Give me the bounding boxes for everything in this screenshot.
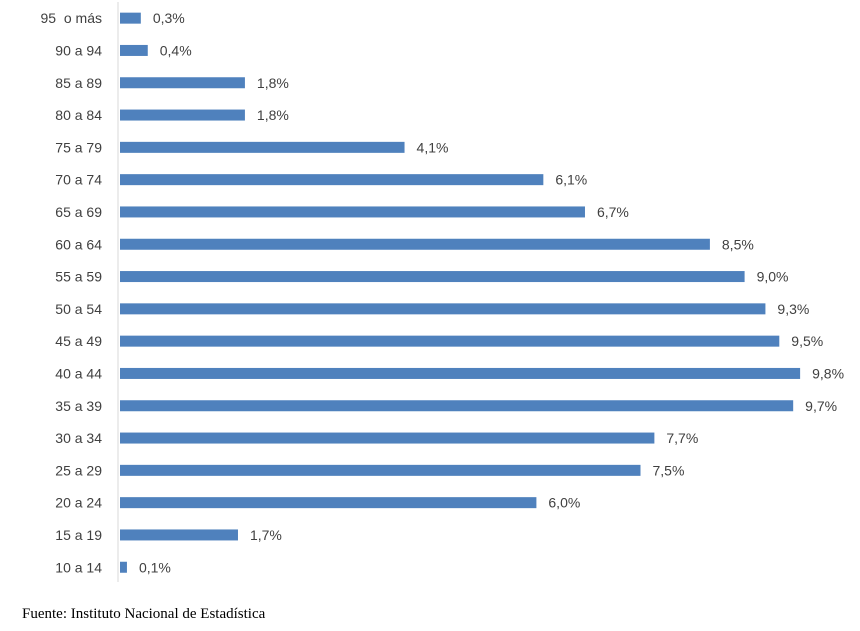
bar <box>120 464 641 476</box>
data-label: 7,5% <box>653 462 685 478</box>
bar <box>120 77 245 89</box>
category-label: 90 a 94 <box>55 42 102 58</box>
data-label: 9,3% <box>777 301 809 317</box>
category-label: 15 a 19 <box>55 527 102 543</box>
data-label: 0,4% <box>160 42 192 58</box>
bar <box>120 400 794 412</box>
category-label: 70 a 74 <box>55 172 102 188</box>
category-label: 25 a 29 <box>55 462 102 478</box>
category-label: 40 a 44 <box>55 365 102 381</box>
category-label: 30 a 34 <box>55 430 102 446</box>
data-label: 6,0% <box>548 495 580 511</box>
data-label: 8,5% <box>722 236 754 252</box>
data-label: 1,8% <box>257 75 289 91</box>
category-label: 80 a 84 <box>55 107 102 123</box>
data-label: 0,3% <box>153 10 185 26</box>
data-label: 6,7% <box>597 204 629 220</box>
category-label: 20 a 24 <box>55 495 102 511</box>
data-label: 0,1% <box>139 559 171 575</box>
data-label: 1,7% <box>250 527 282 543</box>
data-label: 9,5% <box>791 333 823 349</box>
bar <box>120 561 127 573</box>
data-label: 9,7% <box>805 398 837 414</box>
category-label: 50 a 54 <box>55 301 102 317</box>
bar <box>120 206 585 218</box>
bar-chart: 95 o más 0,3% 90 a 94 0,4% 85 a 89 1,8% 80 a 8… <box>41 2 844 582</box>
bar <box>120 367 801 379</box>
category-label: 35 a 39 <box>55 398 102 414</box>
data-label: 9,0% <box>757 269 789 285</box>
bar <box>120 432 655 444</box>
category-label: 85 a 89 <box>55 75 102 91</box>
data-label: 7,7% <box>666 430 698 446</box>
bar <box>120 303 766 315</box>
bar <box>120 497 537 509</box>
data-label: 6,1% <box>555 172 587 188</box>
data-label: 4,1% <box>417 139 449 155</box>
source-note: Fuente: Instituto Nacional de Estadístic… <box>22 606 266 622</box>
bar <box>120 335 780 347</box>
category-label: 75 a 79 <box>55 139 102 155</box>
bar <box>120 109 245 121</box>
bar <box>120 174 544 186</box>
category-label: 45 a 49 <box>55 333 102 349</box>
bar <box>120 238 710 250</box>
bar <box>120 141 405 153</box>
category-label: 60 a 64 <box>55 236 102 252</box>
category-label: 65 a 69 <box>55 204 102 220</box>
bar <box>120 529 238 541</box>
bar <box>120 271 745 283</box>
category-label: 95 o más <box>41 10 102 26</box>
bar <box>120 12 141 24</box>
bar <box>120 44 148 56</box>
category-label: 10 a 14 <box>55 559 102 575</box>
data-label: 9,8% <box>812 365 844 381</box>
data-label: 1,8% <box>257 107 289 123</box>
category-label: 55 a 59 <box>55 269 102 285</box>
